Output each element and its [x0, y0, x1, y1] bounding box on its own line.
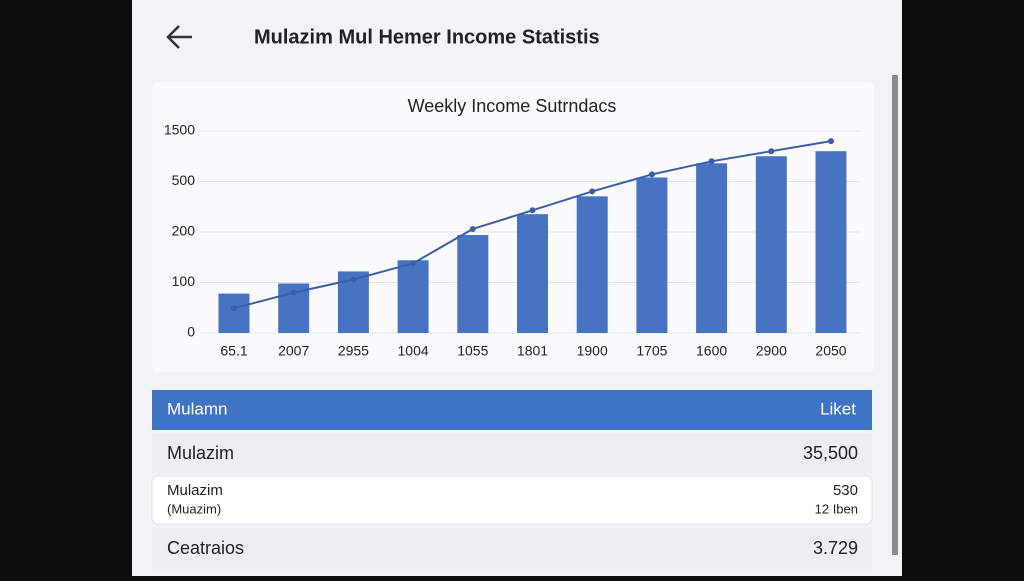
x-tick-label: 2955 — [338, 343, 369, 359]
row-label: Ceatraios — [167, 538, 244, 558]
back-button[interactable] — [166, 25, 192, 49]
x-tick-label: 1004 — [398, 343, 429, 359]
row-label: Mulazim — [167, 482, 223, 499]
x-tick-label: 2900 — [756, 343, 787, 359]
bar — [815, 151, 847, 333]
line-point — [231, 305, 237, 312]
bar — [576, 196, 608, 333]
line-point — [648, 171, 655, 178]
x-tick-label: 1801 — [517, 343, 548, 359]
page-title: Mulazim Mul Hemer Income Statistis — [254, 26, 600, 48]
table-row — [152, 433, 872, 473]
line-point — [828, 138, 834, 145]
y-tick-label: 500 — [172, 172, 196, 188]
y-tick-label: 200 — [172, 223, 196, 239]
table-header-cell: Liket — [820, 399, 856, 418]
bar — [755, 156, 787, 333]
plot: 0 100 200 500 1500 65.1 2007 2955 1004 1055 1801 19… — [164, 122, 860, 359]
line-point — [768, 148, 775, 155]
x-tick-label: 1705 — [636, 343, 667, 359]
line-point — [350, 276, 357, 283]
bar — [457, 235, 489, 333]
y-tick-label: 100 — [172, 273, 196, 289]
x-tick-label: 1055 — [457, 343, 488, 359]
row-subvalue: 12 Iben — [815, 501, 858, 516]
bar — [696, 163, 728, 333]
x-tick-label: 1600 — [696, 343, 727, 359]
line-point — [529, 207, 536, 214]
line-point — [469, 225, 476, 232]
bar — [636, 177, 668, 333]
line-point — [410, 260, 417, 267]
y-tick-label: 0 — [187, 324, 195, 340]
bar — [218, 293, 250, 333]
table-header-cell: Mulamn — [167, 399, 227, 418]
x-tick-label: 2050 — [815, 343, 846, 359]
row-label: Mulazim — [167, 443, 234, 463]
table-row — [151, 475, 873, 525]
table-header — [152, 390, 872, 430]
y-tick-label: 1500 — [164, 122, 195, 138]
x-tick-label: 2007 — [278, 343, 309, 359]
bar — [397, 260, 429, 333]
line-point — [708, 158, 715, 165]
line-point — [290, 289, 297, 296]
row-sublabel: (Muazim) — [167, 501, 221, 516]
row-value: 3.729 — [813, 538, 858, 558]
x-tick-label: 1900 — [577, 343, 608, 359]
row-value: 35,500 — [803, 443, 858, 463]
row-value: 530 — [833, 482, 858, 499]
line-point — [589, 188, 596, 195]
bar — [517, 214, 548, 333]
scrollbar — [892, 75, 898, 555]
chart-title: Weekly Income Sutrndacs — [408, 96, 617, 116]
chart-card — [152, 82, 874, 372]
x-tick-label: 65.1 — [220, 343, 247, 359]
table-row — [152, 528, 872, 570]
